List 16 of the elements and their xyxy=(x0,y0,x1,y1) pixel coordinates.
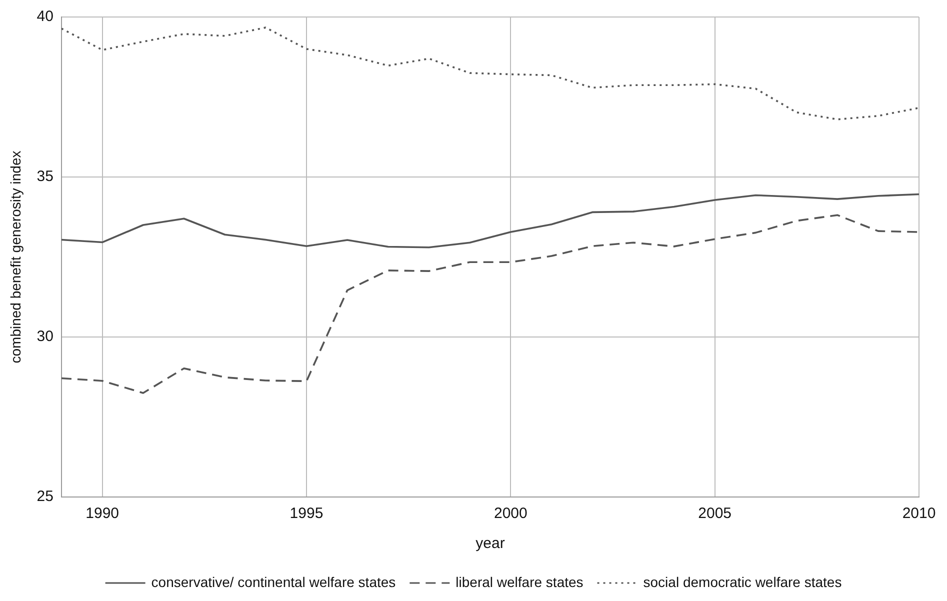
x-axis-title: year xyxy=(476,535,505,552)
y-tick-label: 30 xyxy=(36,328,54,346)
legend-label: social democratic welfare states xyxy=(643,574,842,590)
y-tick-label: 25 xyxy=(36,488,54,506)
y-axis-title: combined benefit generosity index xyxy=(7,150,24,364)
line-series xyxy=(61,26,919,120)
legend-label: liberal welfare states xyxy=(456,574,584,590)
x-tick-label: 2000 xyxy=(494,505,528,522)
x-tick-label: 1990 xyxy=(86,505,120,522)
x-tick-label: 1995 xyxy=(290,505,324,522)
x-tick-label: 2010 xyxy=(902,505,936,522)
line-series xyxy=(61,214,919,394)
y-tick-label: 40 xyxy=(36,8,54,26)
x-tick-label: 2005 xyxy=(698,505,732,522)
legend-label: conservative/ continental welfare states xyxy=(151,574,396,590)
y-tick-label: 35 xyxy=(36,168,54,186)
